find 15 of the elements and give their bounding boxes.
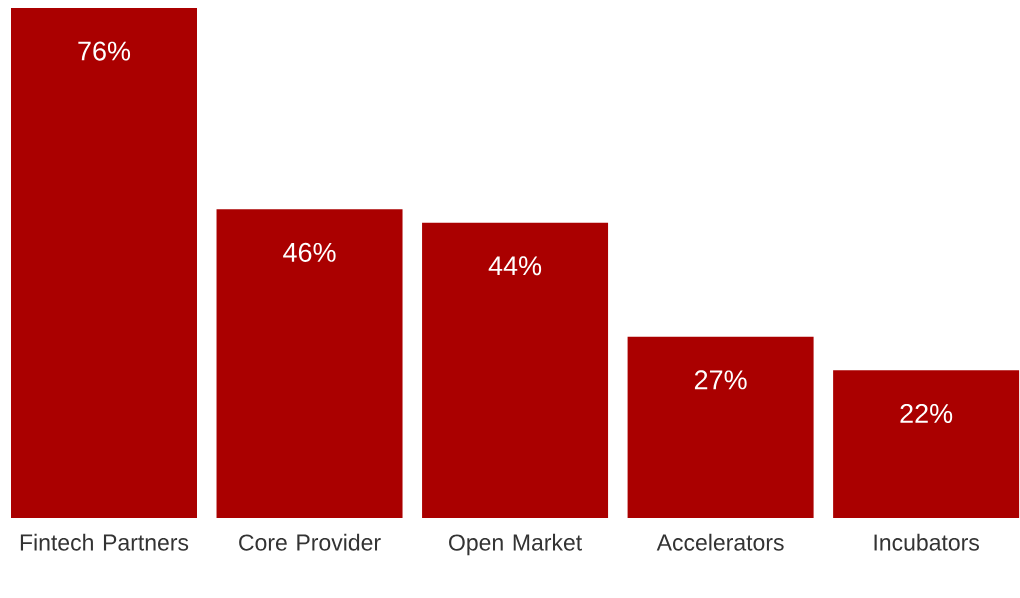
x-tick-label: Accelerators (656, 533, 784, 551)
data-label: 22% (900, 403, 953, 423)
bar (833, 370, 1020, 518)
data-label: 76% (78, 41, 131, 61)
data-label: 46% (283, 242, 336, 262)
data-label: 44% (488, 256, 542, 276)
bar (216, 209, 403, 518)
data-label: 27% (694, 370, 747, 390)
x-tick-label: Fintech Partners (20, 533, 189, 551)
bar (627, 336, 814, 518)
bar (11, 7, 197, 518)
bar (422, 222, 609, 518)
x-tick-label: Open Market (449, 533, 582, 556)
x-tick-label: Core Provider (239, 533, 381, 551)
x-tick-label: Incubators (874, 533, 979, 551)
